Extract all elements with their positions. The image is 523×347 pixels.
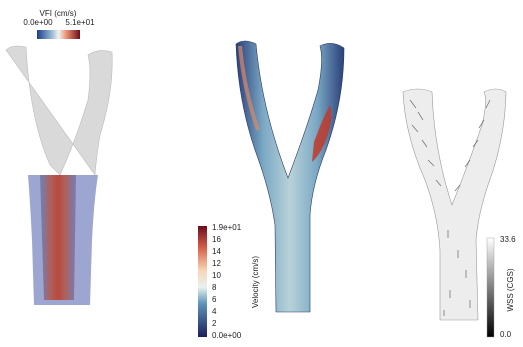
colorbar-label: 6 xyxy=(212,295,217,304)
colorbar-max: 33.6 xyxy=(500,235,516,244)
scene: VFI (cm/s) 0.0e+00 5.1e+01 1.9e+01 16 14 12… xyxy=(0,0,523,342)
colorbar-min: 0.0e+00 xyxy=(23,18,53,27)
colorbar-label: 10 xyxy=(212,271,221,280)
vessel-vfi xyxy=(6,46,112,305)
colorbar-label: 2 xyxy=(212,319,217,328)
colorbar-label: 14 xyxy=(212,247,221,256)
colorbar-label: 12 xyxy=(212,259,221,268)
colorbar-label: 4 xyxy=(212,307,217,316)
colorbar-label: 1.9e+01 xyxy=(212,223,242,232)
colorbar-title: VFI (cm/s) xyxy=(40,9,77,18)
colorbar-title: Velocity (cm/s) xyxy=(251,256,260,308)
colorbar-max: 5.1e+01 xyxy=(65,18,95,27)
colorbar-label: 8 xyxy=(212,283,217,292)
colorbar-vfi xyxy=(37,30,80,39)
colorbar-label: 0.0e+00 xyxy=(212,331,242,340)
colorbar-title: WSS (CGS) xyxy=(506,268,515,311)
colorbar-min: 0.0 xyxy=(500,330,512,339)
colorbar-label: 16 xyxy=(212,235,221,244)
colorbar-wss xyxy=(487,238,494,337)
colorbar-velocity xyxy=(198,226,207,337)
